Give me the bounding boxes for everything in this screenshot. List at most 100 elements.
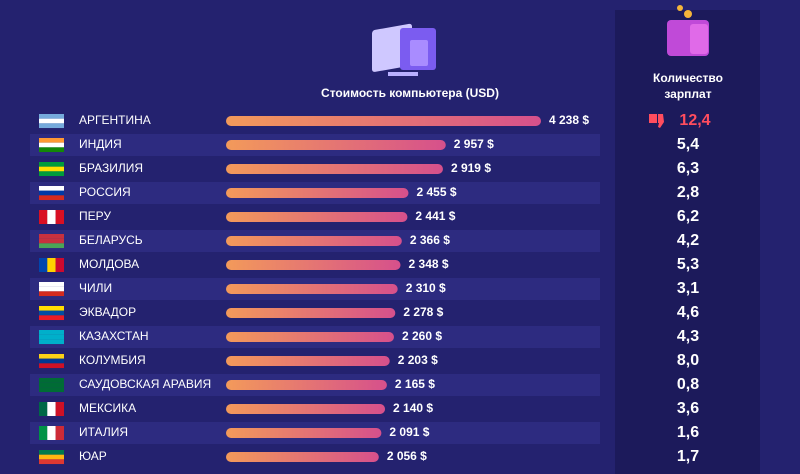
flag	[39, 378, 64, 383]
bar	[226, 428, 382, 438]
salary-value: 3,6	[677, 400, 699, 417]
bar	[226, 188, 409, 198]
flag	[39, 210, 48, 224]
flag	[55, 210, 64, 224]
bar	[226, 140, 446, 150]
value-label: 2 140 $	[393, 401, 433, 415]
bar	[226, 332, 394, 342]
flag	[39, 123, 64, 129]
bar	[226, 308, 396, 318]
category-label: ЧИЛИ	[79, 281, 112, 295]
value-label: 2 091 $	[389, 425, 429, 439]
computer-icon	[372, 23, 436, 76]
category-label: МОЛДОВА	[79, 257, 139, 271]
category-label: РОССИЯ	[79, 185, 131, 199]
category-label: САУДОВСКАЯ АРАВИЯ	[79, 377, 211, 391]
category-label: МЕКСИКА	[79, 401, 136, 415]
flag	[39, 459, 64, 465]
salary-value: 6,2	[677, 208, 699, 225]
flag	[39, 118, 64, 124]
salary-value: 0,8	[677, 376, 699, 393]
flag	[47, 426, 56, 440]
flag	[39, 315, 64, 321]
flag	[39, 402, 48, 416]
category-label: КОЛУМБИЯ	[79, 353, 146, 367]
flag	[39, 147, 64, 153]
flag	[39, 171, 64, 177]
flag	[39, 238, 64, 244]
category-label: ЮАР	[79, 449, 107, 463]
flag	[47, 210, 56, 224]
flag	[39, 330, 64, 335]
bar	[226, 380, 387, 390]
flag	[39, 291, 64, 297]
category-label: ИТАЛИЯ	[79, 425, 128, 439]
flag	[39, 162, 64, 167]
flag	[47, 258, 56, 272]
flag	[39, 186, 64, 191]
category-label: БЕЛАРУСЬ	[79, 233, 143, 247]
flag	[39, 426, 48, 440]
value-label: 2 455 $	[416, 185, 456, 199]
salary-value: 2,8	[677, 184, 699, 201]
flag	[39, 138, 64, 143]
flag	[39, 306, 64, 311]
flag	[39, 258, 48, 272]
wallet-icon	[667, 5, 709, 56]
bar	[226, 284, 398, 294]
flag	[39, 243, 64, 249]
flag	[39, 195, 64, 201]
value-label: 2 278 $	[403, 305, 443, 319]
bar	[226, 356, 390, 366]
value-label: 2 919 $	[451, 161, 491, 175]
flag	[39, 450, 64, 455]
bar	[226, 164, 443, 174]
value-label: 2 056 $	[387, 449, 427, 463]
flag	[55, 426, 64, 440]
flag	[39, 142, 64, 148]
bar	[226, 236, 402, 246]
category-label: ЭКВАДОР	[79, 305, 136, 319]
flag	[39, 363, 64, 369]
salary-value: 1,6	[677, 424, 699, 441]
flag	[39, 190, 64, 196]
chart-title: Стоимость компьютера (USD)	[321, 86, 499, 100]
bar	[226, 260, 401, 270]
category-label: ПЕРУ	[79, 209, 111, 223]
category-label: БРАЗИЛИЯ	[79, 161, 143, 175]
thumbs-down-icon	[649, 114, 664, 128]
value-label: 4 238 $	[549, 113, 589, 127]
value-label: 2 366 $	[410, 233, 450, 247]
bar	[226, 452, 379, 462]
salary-value: 4,2	[677, 232, 699, 249]
flag	[39, 282, 64, 287]
salary-value: 12,4	[679, 112, 710, 129]
flag	[39, 382, 64, 388]
flag	[39, 358, 64, 364]
salary-value: 5,4	[677, 136, 699, 153]
salary-value: 1,7	[677, 448, 699, 465]
bar	[226, 212, 408, 222]
flag	[39, 334, 64, 340]
flag	[55, 258, 64, 272]
salary-value: 4,6	[677, 304, 699, 321]
value-label: 2 441 $	[415, 209, 455, 223]
value-label: 2 203 $	[398, 353, 438, 367]
value-label: 2 957 $	[454, 137, 494, 151]
flag	[39, 166, 64, 172]
flag	[55, 402, 64, 416]
category-label: АРГЕНТИНА	[79, 113, 151, 127]
bar	[226, 404, 386, 414]
salary-title: Количество зарплат	[653, 71, 723, 101]
flag	[39, 454, 64, 460]
category-label: КАЗАХСТАН	[79, 329, 149, 343]
salary-value: 4,3	[677, 328, 699, 345]
flag	[39, 114, 64, 119]
salary-panel	[615, 10, 760, 474]
bar	[226, 116, 541, 126]
flag	[39, 234, 64, 239]
flag	[39, 310, 64, 316]
salary-value: 3,1	[677, 280, 699, 297]
